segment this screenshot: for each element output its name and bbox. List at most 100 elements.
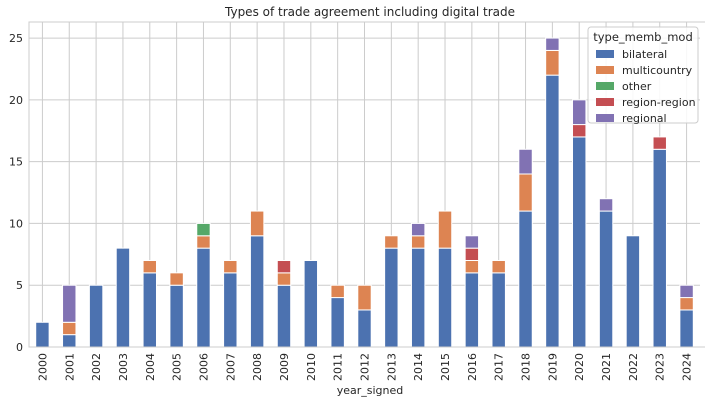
legend-label-region-region: region-region: [622, 96, 696, 109]
bar-multicountry-2018: [518, 173, 533, 212]
x-tick-label: 2018: [520, 353, 533, 381]
bar-regional-2014: [410, 222, 426, 237]
x-tick-label: 2024: [681, 353, 694, 381]
bar-multicountry-2004: [142, 259, 157, 274]
bar-bilateral-2021: [598, 210, 614, 348]
x-tick-label: 2003: [117, 353, 130, 381]
bar-bilateral-2001: [62, 334, 77, 348]
x-axis-label: year_signed: [337, 384, 404, 397]
bar-bilateral-2022: [625, 235, 641, 348]
plot-frame: [28, 21, 705, 348]
x-tick-label: 2008: [251, 353, 264, 381]
bar-multicountry-2006: [196, 235, 211, 249]
legend-title: type_memb_mod: [593, 30, 693, 44]
x-tick-label: 2015: [439, 353, 452, 381]
chart-title: Types of trade agreement including digit…: [224, 5, 515, 19]
legend-label-other: other: [622, 80, 652, 93]
bar-multicountry-2016: [464, 259, 480, 274]
bar-bilateral-2011: [330, 297, 345, 348]
bar-bilateral-2018: [518, 210, 533, 348]
x-tick-label: 2005: [171, 353, 184, 381]
bar-bilateral-2006: [196, 247, 211, 348]
legend-label-bilateral: bilateral: [622, 48, 667, 61]
bar-regional-2018: [518, 148, 533, 175]
legend-swatch-region-region: [596, 98, 614, 106]
legend-swatch-bilateral: [596, 50, 614, 58]
x-tick-label: 2007: [224, 353, 237, 381]
y-tick-label: 0: [16, 341, 23, 354]
bar-regional-2001: [62, 284, 77, 323]
bar-multicountry-2024: [679, 297, 694, 311]
bar-multicountry-2012: [357, 284, 372, 311]
bar-bilateral-2009: [276, 284, 292, 348]
bar-multicountry-2013: [384, 235, 399, 249]
bar-bilateral-2012: [357, 309, 372, 348]
legend-swatch-multicountry: [596, 66, 614, 74]
bar-region-region-2023: [652, 136, 667, 150]
x-tick-label: 2002: [90, 353, 103, 381]
y-tick-label: 5: [16, 279, 23, 292]
x-axis-ticks: 2000 2001 2002 2003 2004 2005 2006 2007 2008 2009…: [36, 353, 693, 381]
legend: type_memb_mod bilateral multicountry other…: [587, 26, 699, 125]
x-tick-label: 2011: [332, 353, 345, 381]
bar-multicountry-2011: [330, 284, 345, 299]
bar-multicountry-2007: [223, 259, 238, 274]
bar-bilateral-2019: [545, 74, 560, 348]
y-tick-label: 15: [9, 156, 23, 169]
x-tick-label: 2014: [412, 353, 425, 381]
bar-bilateral-2010: [303, 259, 319, 348]
bar-multicountry-2009: [276, 272, 292, 286]
bar-multicountry-2014: [410, 235, 426, 249]
x-tick-label: 2006: [197, 353, 210, 381]
bar-regional-2020: [572, 99, 587, 126]
bar-multicountry-2015: [437, 210, 453, 249]
bar-bilateral-2004: [142, 272, 157, 348]
bar-bilateral-2024: [679, 309, 694, 348]
bar-regional-2021: [598, 198, 614, 212]
x-tick-label: 2020: [573, 353, 586, 381]
bar-multicountry-2001: [62, 321, 77, 336]
x-tick-label: 2004: [144, 353, 157, 381]
bar-multicountry-2019: [545, 49, 560, 76]
bar-multicountry-2017: [491, 259, 506, 274]
x-tick-label: 2023: [654, 353, 667, 381]
legend-box: [587, 26, 699, 124]
x-tick-label: 2012: [359, 353, 372, 381]
x-tick-label: 2000: [36, 353, 49, 381]
x-tick-label: 2010: [305, 353, 318, 381]
y-tick-label: 25: [9, 32, 23, 45]
legend-swatch-other: [596, 82, 614, 90]
bar-bilateral-2013: [384, 247, 399, 348]
x-tick-label: 2021: [600, 353, 613, 381]
x-tick-label: 2022: [627, 353, 640, 381]
legend-label-multicountry: multicountry: [622, 64, 693, 77]
legend-items: bilateral multicountry other region-region r…: [596, 48, 696, 125]
y-tick-label: 20: [9, 94, 23, 107]
bar-other-2006: [196, 222, 211, 237]
bar-bilateral-2015: [437, 247, 453, 348]
bar-bilateral-2007: [223, 272, 238, 348]
bar-region-region-2009: [276, 259, 292, 274]
x-tick-label: 2017: [493, 353, 506, 381]
bar-regional-2019: [545, 37, 560, 51]
bar-bilateral-2002: [88, 284, 104, 348]
x-tick-label: 2013: [385, 353, 398, 381]
bar-bilateral-2000: [35, 321, 50, 348]
x-tick-label: 2009: [278, 353, 291, 381]
bar-bilateral-2023: [652, 148, 667, 348]
legend-label-regional: regional: [622, 112, 667, 125]
bar-multicountry-2008: [249, 210, 265, 237]
x-tick-label: 2019: [546, 353, 559, 381]
bar-region-region-2020: [572, 124, 587, 138]
bar-bilateral-2020: [572, 136, 587, 348]
bar-bilateral-2016: [464, 272, 480, 348]
legend-swatch-regional: [596, 114, 614, 122]
y-tick-label: 10: [9, 217, 23, 230]
bar-bilateral-2005: [169, 284, 184, 348]
y-axis-ticks: 0 5 10 15 20 25: [9, 32, 23, 354]
bar-bilateral-2008: [249, 235, 265, 348]
bar-regional-2024: [679, 284, 694, 299]
bar-bilateral-2014: [410, 247, 426, 348]
bar-bilateral-2017: [491, 272, 506, 348]
